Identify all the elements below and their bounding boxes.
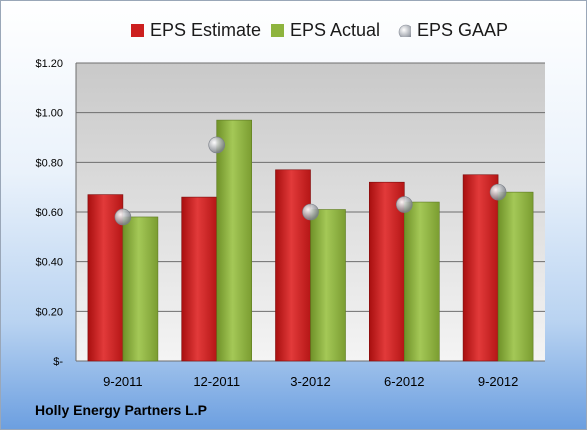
legend-label-estimate: EPS Estimate [150, 19, 262, 40]
marker-eps-gaap [489, 183, 507, 201]
bar-eps-estimate [181, 196, 217, 362]
y-tick-label: $- [53, 356, 63, 368]
legend-label-actual: EPS Actual [290, 19, 381, 40]
marker-eps-gaap [114, 208, 132, 226]
y-tick-label: $1.20 [35, 58, 63, 70]
legend-swatch-gaap [398, 24, 411, 37]
x-tick-label: 9-2012 [478, 374, 518, 389]
bar-eps-actual [403, 201, 440, 362]
y-tick-label: $0.80 [35, 157, 63, 169]
bar-eps-estimate [462, 174, 499, 362]
legend-swatch-estimate [131, 23, 144, 37]
legend-item-gaap: EPS GAAP [398, 15, 508, 45]
x-tick-label: 6-2012 [384, 374, 424, 389]
y-tick-label: $0.40 [35, 257, 63, 269]
company-name: Holly Energy Partners L.P [35, 402, 207, 418]
bar-eps-actual [216, 119, 252, 362]
legend-label-gaap: EPS GAAP [417, 19, 509, 40]
bar-eps-estimate [368, 181, 405, 362]
x-tick-label: 9-2011 [103, 374, 143, 389]
x-axis-ticks: 9-2011 12-2011 3-2012 6-2012 9-2012 [103, 374, 518, 389]
bar-eps-estimate [275, 169, 311, 362]
bar-eps-actual [122, 216, 159, 362]
bar-eps-actual [497, 191, 534, 362]
legend-item-estimate: EPS Estimate [131, 15, 261, 45]
y-axis-ticks: $- $0.20 $0.40 $0.60 $0.80 $1.00 $1.20 [35, 58, 63, 368]
bars [87, 119, 534, 362]
marker-eps-gaap [302, 203, 319, 221]
legend: EPS Estimate EPS Actual EPS GAAP [1, 15, 586, 45]
x-tick-label: 3-2012 [290, 374, 330, 389]
x-tick-label: 12-2011 [193, 374, 240, 389]
y-tick-label: $1.00 [35, 108, 63, 120]
y-tick-label: $0.60 [35, 207, 63, 219]
bar-eps-actual [310, 209, 346, 362]
legend-item-actual: EPS Actual [271, 15, 380, 45]
marker-eps-gaap [208, 136, 225, 154]
legend-swatch-actual [271, 23, 284, 37]
marker-eps-gaap [395, 196, 413, 213]
y-tick-label: $0.20 [35, 306, 63, 318]
gaap-markers [114, 136, 507, 226]
